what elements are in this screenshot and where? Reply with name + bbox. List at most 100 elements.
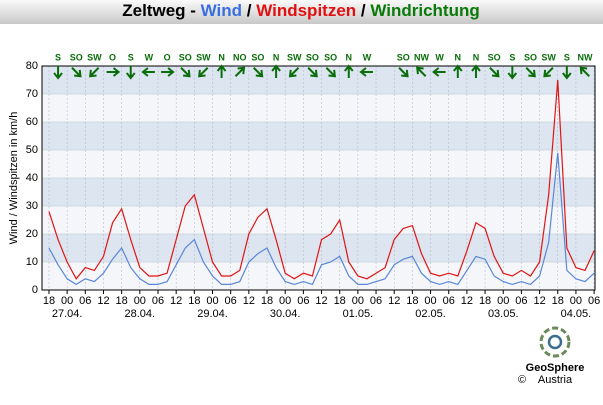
x-tick-label: 00: [497, 295, 509, 307]
direction-label: N: [455, 52, 462, 62]
direction-arrow: [216, 64, 227, 78]
direction-arrow: [359, 67, 373, 77]
direction-arrow: [489, 67, 500, 78]
copyright: ©: [518, 374, 526, 386]
direction-label: SO: [251, 52, 264, 62]
direction-arrow: [562, 66, 572, 80]
direction-label: NW: [578, 52, 593, 62]
direction-label: SW: [287, 52, 302, 62]
x-tick-label: 06: [588, 295, 600, 307]
x-tick-label: 18: [116, 295, 128, 307]
direction-label: SO: [524, 52, 537, 62]
x-tick-label: 18: [552, 295, 564, 307]
title-part: Wind: [201, 1, 242, 20]
grid-band: [42, 178, 595, 206]
title-part: /: [242, 1, 256, 20]
date-label: 03.05.: [488, 308, 519, 320]
y-axis-label: Wind / Windspitzen in km/h: [8, 112, 20, 245]
direction-arrow: [180, 67, 191, 78]
direction-label: SO: [397, 52, 410, 62]
date-label: 28.04.: [125, 308, 156, 320]
direction-arrow: [125, 66, 136, 80]
x-tick-label: 18: [406, 295, 418, 307]
x-tick-label: 00: [206, 295, 218, 307]
y-tick-label: 20: [26, 228, 38, 240]
y-tick-label: 80: [26, 60, 38, 72]
direction-label: N: [473, 52, 480, 62]
plot-frame: [41, 65, 596, 291]
logo-mark: [539, 326, 571, 358]
direction-arrow: [198, 67, 209, 78]
x-tick-label: 00: [279, 295, 291, 307]
direction-label: O: [109, 52, 116, 62]
date-label: 02.05.: [415, 308, 446, 320]
x-tick-label: 00: [134, 295, 146, 307]
grid-band: [42, 234, 595, 262]
x-tick-label: 06: [515, 295, 527, 307]
direction-label: NW: [414, 52, 429, 62]
direction-label: SO: [488, 52, 501, 62]
direction-arrow: [453, 64, 463, 78]
x-tick-label: 18: [334, 295, 346, 307]
x-tick-label: 06: [297, 295, 309, 307]
direction-arrow: [161, 67, 175, 77]
direction-arrow: [543, 67, 554, 78]
x-tick-label: 06: [225, 295, 237, 307]
y-tick-label: 10: [26, 256, 38, 268]
direction-label: W: [363, 52, 372, 62]
x-tick-label: 12: [461, 295, 473, 307]
direction-arrow: [89, 67, 100, 78]
grid-band: [42, 150, 595, 178]
x-tick-label: 12: [97, 295, 109, 307]
x-tick-label: 06: [443, 295, 455, 307]
series-line: [48, 152, 595, 286]
title-part: /: [356, 1, 370, 20]
direction-arrow: [234, 66, 246, 77]
y-tick-label: 50: [26, 144, 38, 156]
x-tick-label: 06: [152, 295, 164, 307]
direction-arrow: [252, 67, 264, 78]
direction-label: SO: [324, 52, 337, 62]
grid-band: [42, 94, 595, 122]
direction-label: SO: [306, 52, 319, 62]
logo: [539, 326, 571, 358]
x-tick-label: 12: [388, 295, 400, 307]
direction-label: W: [145, 52, 154, 62]
direction-arrow: [71, 67, 82, 78]
direction-arrow: [53, 66, 63, 80]
direction-label: NO: [233, 52, 247, 62]
date-label: 01.05.: [343, 308, 374, 320]
date-label: 30.04.: [270, 308, 301, 320]
x-tick-label: 00: [61, 295, 73, 307]
logo-mark-inner: [547, 334, 563, 350]
x-tick-label: 06: [79, 295, 91, 307]
direction-label: S: [55, 52, 61, 62]
y-tick-label: 60: [26, 116, 38, 128]
direction-label: N: [346, 52, 353, 62]
direction-arrow: [344, 64, 354, 78]
grid-band: [42, 122, 595, 150]
direction-arrow: [398, 67, 409, 78]
x-tick-label: 00: [570, 295, 582, 307]
logo-subtext: Austria: [538, 374, 573, 386]
direction-arrow: [507, 66, 518, 80]
direction-label: W: [435, 52, 444, 62]
direction-arrow: [416, 66, 427, 77]
grid-band: [42, 262, 595, 290]
direction-label: N: [218, 52, 225, 62]
grid-band: [42, 206, 595, 234]
y-tick-label: 30: [26, 200, 38, 212]
logo-text: GeoSphere: [526, 362, 585, 374]
x-tick-label: 06: [370, 295, 382, 307]
direction-arrow: [525, 67, 536, 78]
direction-arrow: [271, 64, 281, 78]
direction-label: SW: [196, 52, 211, 62]
series-line: [48, 79, 595, 280]
direction-arrow: [579, 66, 590, 77]
direction-label: S: [564, 52, 570, 62]
x-tick-label: 12: [533, 295, 545, 307]
x-tick-label: 00: [424, 295, 436, 307]
direction-label: O: [164, 52, 171, 62]
direction-label: S: [509, 52, 515, 62]
direction-arrow: [106, 67, 121, 77]
